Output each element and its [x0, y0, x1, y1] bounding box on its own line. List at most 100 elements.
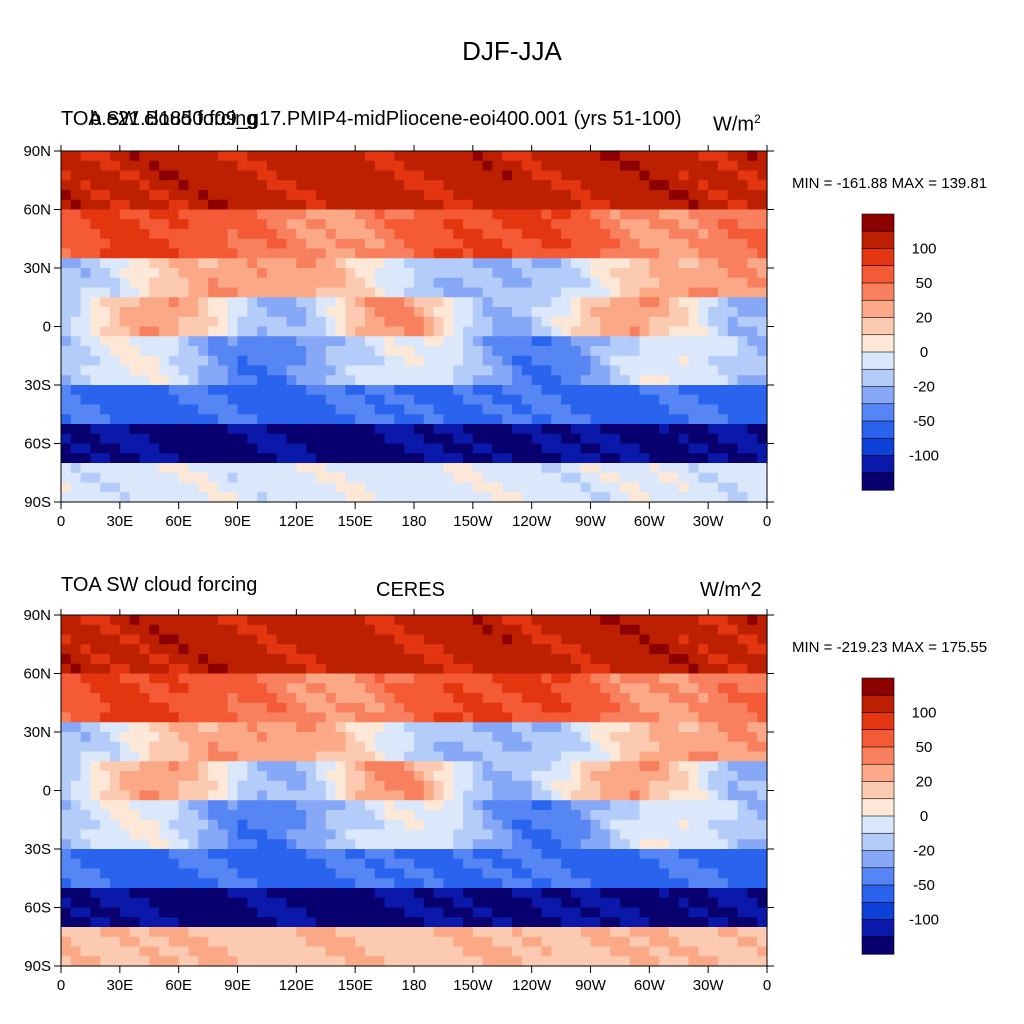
field-cell	[659, 268, 670, 279]
field-cell	[364, 375, 376, 386]
field-cell	[727, 624, 739, 636]
field-cell	[266, 712, 278, 723]
field-cell	[531, 238, 543, 250]
field-cell	[306, 375, 317, 386]
field-cell	[286, 751, 297, 762]
field-cell	[521, 702, 533, 714]
field-cell	[296, 732, 307, 743]
field-cell	[757, 683, 768, 694]
field-cell	[129, 482, 141, 493]
field-cell	[610, 917, 621, 928]
field-cell	[453, 839, 464, 850]
field-cell	[717, 248, 729, 259]
field-cell	[159, 394, 170, 406]
field-cell	[610, 683, 621, 694]
field-cell	[364, 492, 376, 503]
field-cell	[639, 404, 650, 415]
field-cell	[404, 868, 415, 879]
field-cell	[100, 800, 111, 811]
field-cell	[61, 170, 72, 181]
field-cell	[590, 414, 601, 425]
field-cell	[482, 404, 494, 415]
field-cell	[168, 433, 180, 445]
field-cell	[512, 761, 523, 772]
field-cell	[482, 839, 494, 850]
field-cell	[580, 878, 592, 889]
field-cell	[149, 492, 160, 503]
field-cell	[325, 375, 337, 386]
field-cell	[580, 858, 592, 870]
field-cell	[70, 336, 82, 347]
field-cell	[757, 190, 768, 201]
field-cell	[590, 790, 601, 801]
field-cell	[521, 868, 533, 879]
field-cell	[698, 702, 709, 714]
field-cell	[757, 732, 768, 743]
field-cell	[668, 673, 680, 684]
field-cell	[266, 414, 278, 425]
field-cell	[384, 654, 395, 665]
field-cell	[188, 907, 199, 918]
field-cell	[404, 888, 415, 899]
field-cell	[580, 346, 592, 357]
field-cell	[364, 336, 376, 347]
field-cell	[208, 693, 219, 704]
field-cell	[384, 160, 395, 172]
field-cell	[747, 170, 758, 181]
field-cell	[688, 199, 699, 211]
field-cell	[512, 634, 523, 645]
field-cell	[541, 336, 552, 347]
field-cell	[639, 336, 650, 347]
field-cell	[678, 219, 690, 230]
field-cell	[414, 732, 425, 743]
field-cell	[433, 849, 445, 860]
field-cell	[629, 307, 641, 318]
field-cell	[286, 219, 297, 230]
field-cell	[286, 663, 297, 675]
field-cell	[384, 751, 395, 762]
field-cell	[433, 463, 445, 474]
field-cell	[433, 394, 445, 406]
field-cell	[178, 829, 190, 840]
field-cell	[276, 385, 288, 396]
field-cell	[649, 839, 660, 850]
field-cell	[708, 888, 719, 899]
field-cell	[757, 644, 768, 655]
field-cell	[708, 482, 719, 493]
field-cell	[482, 463, 494, 474]
field-cell	[433, 190, 445, 201]
field-cell	[247, 771, 258, 782]
field-cell	[541, 897, 552, 909]
field-cell	[90, 160, 101, 172]
field-cell	[570, 365, 582, 376]
field-cell	[443, 375, 454, 386]
field-cell	[659, 849, 670, 860]
field-cell	[502, 199, 513, 211]
field-cell	[610, 385, 621, 396]
field-cell	[384, 771, 395, 782]
field-cell	[296, 248, 307, 259]
field-cell	[521, 673, 533, 684]
field-cell	[345, 229, 356, 240]
field-cell	[649, 385, 660, 396]
field-cell	[492, 414, 503, 425]
field-cell	[178, 702, 190, 714]
field-cell	[217, 654, 229, 665]
field-cell	[717, 482, 729, 493]
field-cell	[217, 180, 229, 191]
field-cell	[561, 199, 572, 211]
field-cell	[384, 482, 395, 493]
field-cell	[159, 917, 170, 928]
field-cell	[727, 209, 739, 220]
field-cell	[129, 878, 141, 889]
field-cell	[404, 492, 415, 503]
field-cell	[453, 287, 464, 298]
field-cell	[521, 229, 533, 240]
field-cell	[649, 829, 660, 840]
field-cell	[61, 160, 72, 172]
field-cell	[492, 888, 503, 899]
field-cell	[198, 492, 209, 503]
field-cell	[404, 897, 415, 909]
field-cell	[619, 424, 631, 435]
field-cell	[414, 424, 425, 435]
